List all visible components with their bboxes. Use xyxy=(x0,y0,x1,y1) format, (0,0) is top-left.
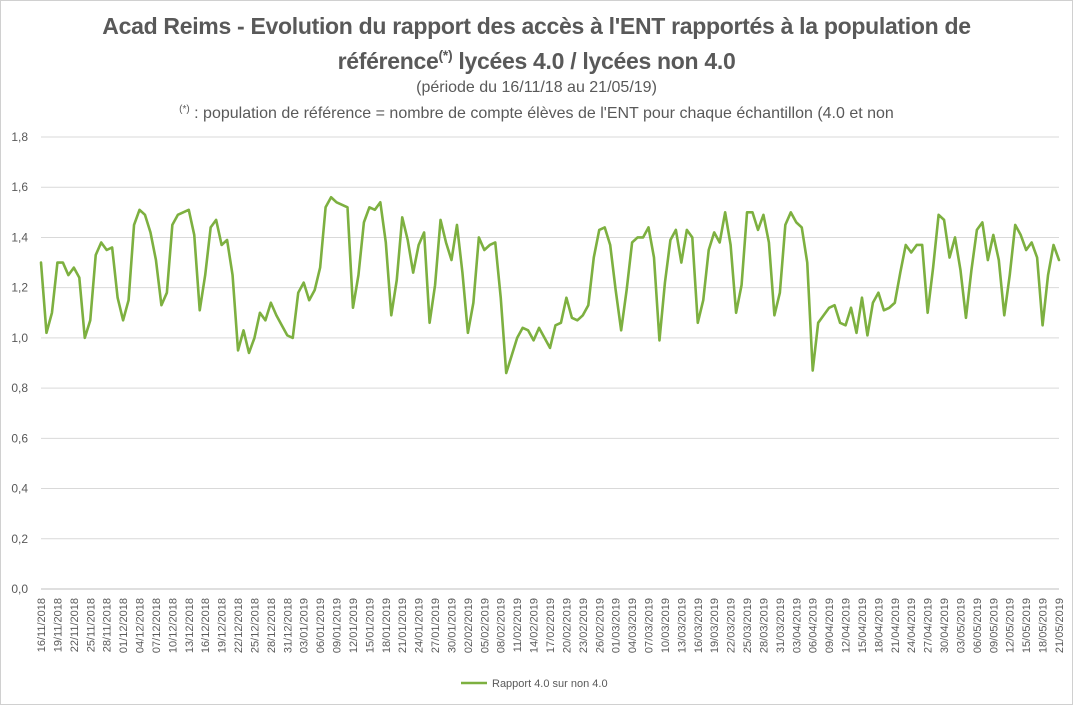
footnote-marker: (*) xyxy=(179,104,190,115)
x-tick-label: 02/02/2019 xyxy=(463,598,475,653)
x-tick-label: 16/03/2019 xyxy=(693,598,705,653)
chart-title-line-2: référence(*) lycées 4.0 / lycées non 4.0 xyxy=(0,41,1073,76)
title-reference-word: référence xyxy=(337,48,439,74)
x-tick-label: 28/03/2019 xyxy=(758,598,770,653)
x-tick-label: 19/03/2019 xyxy=(709,598,721,653)
x-tick-label: 28/11/2018 xyxy=(102,598,114,652)
x-tick-label: 27/04/2019 xyxy=(923,598,935,653)
x-tick-label: 22/11/2018 xyxy=(69,598,81,652)
x-tick-label: 30/04/2019 xyxy=(939,598,951,653)
x-tick-label: 10/03/2019 xyxy=(660,598,672,653)
x-tick-label: 19/11/2018 xyxy=(52,598,64,652)
x-tick-label: 21/04/2019 xyxy=(890,598,902,653)
title-lycees-text: lycées 4.0 / lycées non 4.0 xyxy=(452,48,736,74)
x-tick-label: 09/01/2019 xyxy=(332,598,344,653)
x-tick-label: 13/12/2018 xyxy=(184,598,196,653)
x-tick-label: 07/12/2018 xyxy=(151,598,163,653)
x-tick-label: 17/02/2019 xyxy=(545,598,557,653)
x-tick-label: 26/02/2019 xyxy=(594,598,606,653)
x-tick-label: 06/04/2019 xyxy=(808,598,820,653)
x-tick-label: 27/01/2019 xyxy=(430,598,442,653)
x-tick-label: 24/01/2019 xyxy=(414,598,426,653)
chart-title-line-1: Acad Reims - Evolution du rapport des ac… xyxy=(102,13,971,39)
x-tick-label: 04/12/2018 xyxy=(135,598,147,653)
x-tick-label: 01/12/2018 xyxy=(118,598,130,653)
title-block: Acad Reims - Evolution du rapport des ac… xyxy=(0,12,1073,125)
y-tick-label: 1,2 xyxy=(11,281,28,295)
y-tick-label: 1,0 xyxy=(11,331,28,345)
x-tick-label: 21/01/2019 xyxy=(397,598,409,653)
x-tick-label: 01/03/2019 xyxy=(611,598,623,653)
x-tick-label: 18/01/2019 xyxy=(381,598,393,653)
x-tick-label: 15/04/2019 xyxy=(857,598,869,653)
x-tick-label: 18/04/2019 xyxy=(873,598,885,653)
x-tick-label: 16/11/2018 xyxy=(36,598,48,652)
x-tick-label: 09/05/2019 xyxy=(988,598,1000,653)
x-tick-label: 25/12/2018 xyxy=(249,598,261,653)
x-tick-label: 25/11/2018 xyxy=(85,598,97,652)
x-tick-label: 08/02/2019 xyxy=(496,598,508,653)
x-tick-label: 12/05/2019 xyxy=(1005,598,1017,653)
x-tick-label: 12/04/2019 xyxy=(841,598,853,653)
x-tick-label: 12/01/2019 xyxy=(348,598,360,653)
x-tick-label: 21/05/2019 xyxy=(1054,598,1066,653)
x-tick-label: 31/03/2019 xyxy=(775,598,787,653)
x-tick-label: 30/01/2019 xyxy=(446,598,458,653)
footnote-text: : population de référence = nombre de co… xyxy=(189,105,894,122)
x-tick-label: 03/01/2019 xyxy=(299,598,311,653)
x-tick-label: 11/02/2019 xyxy=(512,598,524,652)
x-tick-label: 22/12/2018 xyxy=(233,598,245,653)
x-tick-label: 03/04/2019 xyxy=(791,598,803,653)
x-tick-label: 10/12/2018 xyxy=(167,598,179,653)
x-tick-label: 06/05/2019 xyxy=(972,598,984,653)
x-tick-label: 25/03/2019 xyxy=(742,598,754,653)
x-tick-label: 22/03/2019 xyxy=(726,598,738,653)
x-tick-label: 05/02/2019 xyxy=(479,598,491,653)
y-tick-label: 0,0 xyxy=(11,582,28,596)
chart-footnote: (*) : population de référence = nombre d… xyxy=(0,99,1073,125)
x-tick-label: 15/05/2019 xyxy=(1021,598,1033,653)
title-footnote-marker: (*) xyxy=(438,47,453,63)
x-tick-label: 15/01/2019 xyxy=(364,598,376,653)
y-tick-label: 1,4 xyxy=(11,230,28,244)
x-tick-label: 28/12/2018 xyxy=(266,598,278,653)
y-tick-label: 0,4 xyxy=(11,482,28,496)
x-tick-label: 06/01/2019 xyxy=(315,598,327,653)
x-tick-label: 16/12/2018 xyxy=(200,598,212,653)
x-tick-label: 07/03/2019 xyxy=(644,598,656,653)
y-tick-label: 0,8 xyxy=(11,381,28,395)
x-tick-label: 24/04/2019 xyxy=(906,598,918,653)
x-tick-label: 23/02/2019 xyxy=(578,598,590,653)
y-axis-tick-labels: 0,0 0,2 0,4 0,6 0,8 1,0 1,2 1,4 1,6 1,8 xyxy=(11,130,28,596)
y-tick-label: 1,8 xyxy=(11,130,28,144)
legend: Rapport 4.0 sur non 4.0 xyxy=(461,678,608,690)
x-tick-label: 03/05/2019 xyxy=(955,598,967,653)
x-axis-tick-labels: 16/11/2018 19/11/2018 22/11/2018 25/11/2018… xyxy=(36,598,1066,653)
x-tick-label: 09/04/2019 xyxy=(824,598,836,653)
x-tick-label: 20/02/2019 xyxy=(561,598,573,653)
legend-label: Rapport 4.0 sur non 4.0 xyxy=(492,678,608,690)
x-tick-label: 19/12/2018 xyxy=(217,598,229,653)
x-tick-label: 14/02/2019 xyxy=(529,598,541,653)
x-tick-label: 13/03/2019 xyxy=(676,598,688,653)
gridlines xyxy=(41,136,1059,590)
x-tick-label: 18/05/2019 xyxy=(1038,598,1050,653)
x-tick-label: 04/03/2019 xyxy=(627,598,639,653)
y-tick-label: 0,2 xyxy=(11,532,28,546)
series-layer xyxy=(39,195,1061,375)
y-tick-label: 0,6 xyxy=(11,431,28,445)
chart-subtitle: (période du 16/11/18 au 21/05/19) xyxy=(416,79,657,96)
x-tick-label: 31/12/2018 xyxy=(282,598,294,653)
y-tick-label: 1,6 xyxy=(11,180,28,194)
series-line-rapport xyxy=(39,195,1061,375)
